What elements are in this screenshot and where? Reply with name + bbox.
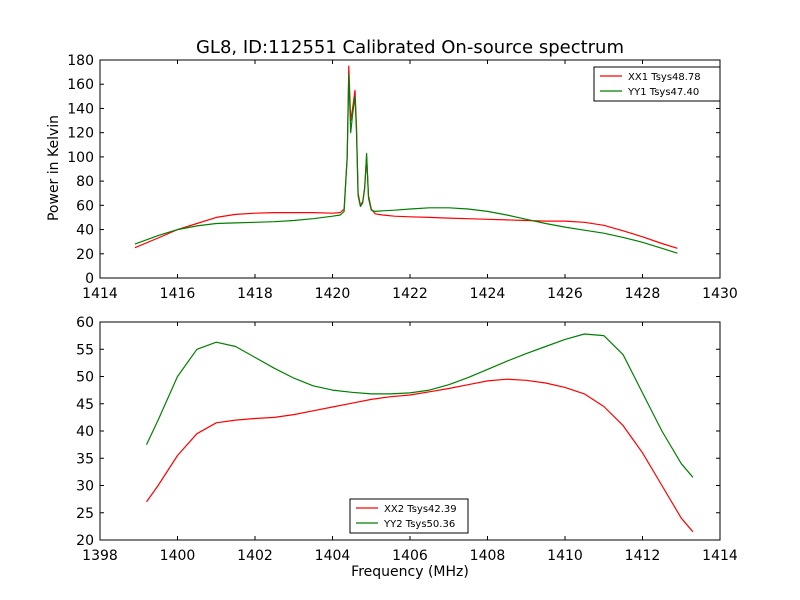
bottom-x-tick-label: 1400 xyxy=(160,548,196,564)
top-legend-box xyxy=(593,66,721,102)
top-y-tick-label: 140 xyxy=(67,101,94,117)
bottom-y-tick-label: 40 xyxy=(76,424,94,440)
top-y-tick-label: 160 xyxy=(67,77,94,93)
top-x-tick-label: 1428 xyxy=(625,286,661,302)
top-y-tick-label: 40 xyxy=(76,223,94,239)
top-legend-label-1: XX1 Tsys48.78 xyxy=(628,72,701,83)
top-x-tick-label: 1414 xyxy=(82,286,118,302)
bottom-x-tick-label: 1412 xyxy=(625,548,661,564)
top-x-tick-label: 1422 xyxy=(392,286,428,302)
top-legend-label-2: YY1 Tsys47.40 xyxy=(627,87,699,98)
bottom-series-line-1 xyxy=(146,378,694,533)
top-plot-area: 1414 1416 1418 1420 1422 1424 1426 1428 1430 0 20 4… xyxy=(67,53,738,302)
bottom-y-tick-label: 30 xyxy=(76,479,94,495)
bottom-legend: XX2 Tsys42.39 YY2 Tsys50.36 xyxy=(349,498,469,534)
bottom-x-tick-label: 1410 xyxy=(547,548,583,564)
bottom-y-tick-label: 45 xyxy=(76,397,94,413)
top-x-tick-label: 1416 xyxy=(160,286,196,302)
bottom-y-tick-label: 60 xyxy=(76,315,94,331)
top-y-tick-label: 120 xyxy=(67,126,94,142)
bottom-y-tick-label: 35 xyxy=(76,451,94,467)
top-x-tick-label: 1420 xyxy=(315,286,351,302)
top-y-tick-label: 60 xyxy=(76,198,94,214)
bottom-plot-area: 1398 1400 1402 1404 1406 1408 1410 1412 1414 20 25… xyxy=(76,315,738,564)
bottom-x-tick-label: 1398 xyxy=(82,548,118,564)
bottom-y-tick-label: 50 xyxy=(76,370,94,386)
bottom-x-tick-label: 1404 xyxy=(315,548,351,564)
top-y-axis-label: Power in Kelvin xyxy=(46,115,62,221)
bottom-x-tick-label: 1414 xyxy=(702,548,738,564)
bottom-legend-label-1: XX2 Tsys42.39 xyxy=(384,504,457,515)
bottom-x-tick-label: 1402 xyxy=(237,548,273,564)
top-y-tick-label: 20 xyxy=(76,247,94,263)
bottom-y-tick-label: 20 xyxy=(76,533,94,549)
bottom-x-tick-label: 1408 xyxy=(470,548,506,564)
bottom-legend-label-2: YY2 Tsys50.36 xyxy=(383,519,455,530)
bottom-legend-box xyxy=(349,498,469,534)
bottom-y-tick-label: 25 xyxy=(76,506,94,522)
bottom-x-tick-label: 1406 xyxy=(392,548,428,564)
top-y-tick-label: 80 xyxy=(76,174,94,190)
top-x-tick-label: 1430 xyxy=(702,286,738,302)
top-y-tick-label: 180 xyxy=(67,53,94,69)
top-legend: XX1 Tsys48.78 YY1 Tsys47.40 xyxy=(593,66,721,102)
top-y-tick-label: 100 xyxy=(67,150,94,166)
chart-title: GL8, ID:112551 Calibrated On-source spec… xyxy=(196,37,624,58)
x-axis-label: Frequency (MHz) xyxy=(351,564,469,580)
bottom-y-tick-label: 55 xyxy=(76,342,94,358)
top-x-tick-label: 1424 xyxy=(470,286,506,302)
bottom-series-line-2 xyxy=(145,333,694,478)
top-x-tick-label: 1418 xyxy=(237,286,273,302)
top-series-line-2 xyxy=(134,73,678,254)
top-x-tick-label: 1426 xyxy=(547,286,583,302)
top-y-tick-label: 0 xyxy=(85,271,94,287)
